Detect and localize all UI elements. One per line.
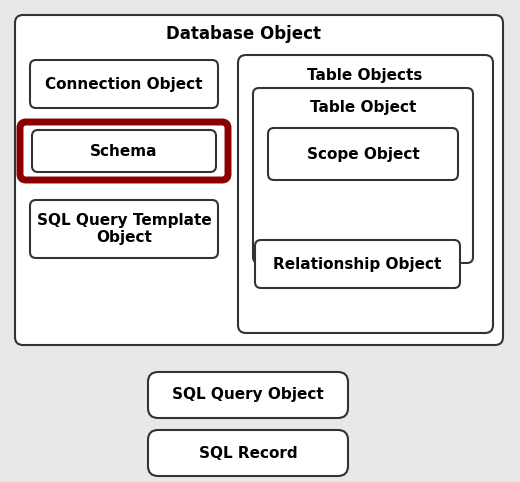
Text: SQL Record: SQL Record	[199, 445, 297, 460]
FancyBboxPatch shape	[20, 122, 228, 180]
Text: Database Object: Database Object	[166, 25, 321, 43]
FancyBboxPatch shape	[238, 55, 493, 333]
FancyBboxPatch shape	[15, 15, 503, 345]
FancyBboxPatch shape	[268, 128, 458, 180]
Text: Relationship Object: Relationship Object	[273, 256, 441, 271]
Text: SQL Query Object: SQL Query Object	[172, 388, 324, 402]
Text: Table Objects: Table Objects	[307, 68, 423, 83]
Text: Schema: Schema	[90, 144, 158, 159]
FancyBboxPatch shape	[30, 200, 218, 258]
Text: SQL Query Template
Object: SQL Query Template Object	[36, 213, 211, 245]
FancyBboxPatch shape	[253, 88, 473, 263]
FancyBboxPatch shape	[148, 372, 348, 418]
Text: Scope Object: Scope Object	[307, 147, 419, 161]
FancyBboxPatch shape	[32, 130, 216, 172]
FancyBboxPatch shape	[30, 60, 218, 108]
Text: Connection Object: Connection Object	[45, 77, 203, 92]
Text: Table Object: Table Object	[310, 100, 416, 115]
FancyBboxPatch shape	[255, 240, 460, 288]
FancyBboxPatch shape	[148, 430, 348, 476]
